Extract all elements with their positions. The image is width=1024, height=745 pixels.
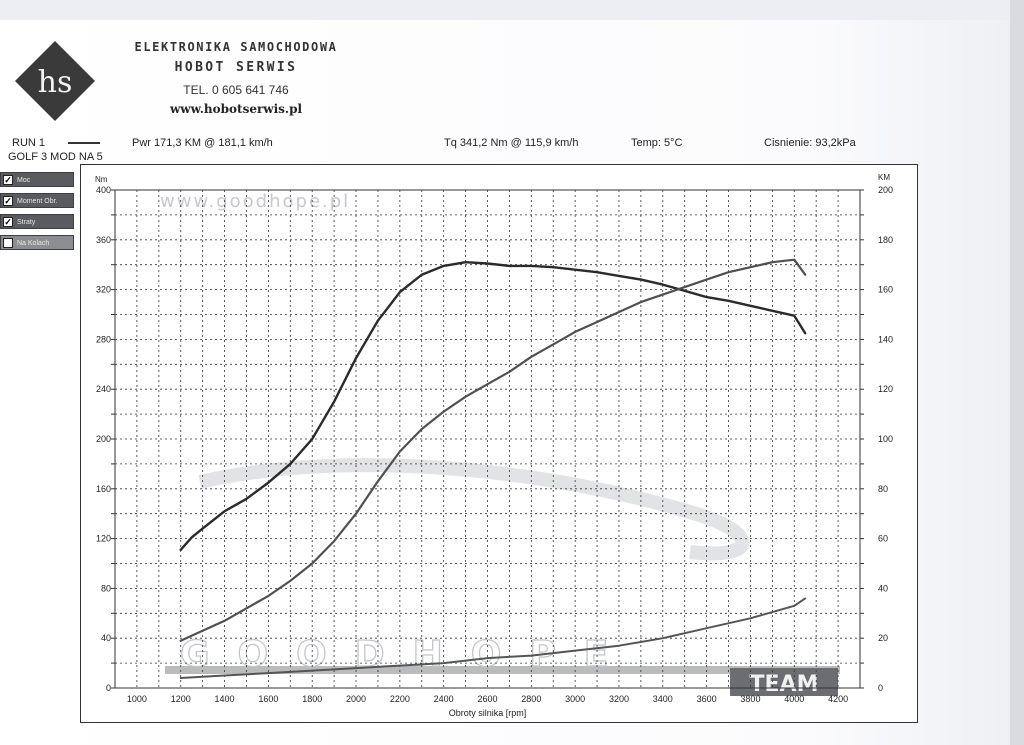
legend-item-moment[interactable]: ✓ Moment Obr. <box>0 193 74 208</box>
legend-item-na-kolach[interactable]: Na Kolach <box>0 235 74 250</box>
series-legend: ✓ Moc ✓ Moment Obr. ✓ Straty Na Kolach <box>0 172 74 256</box>
y-left-tick-label: 120 <box>96 534 111 544</box>
chart-frame <box>80 164 918 723</box>
legend-label-moment: Moment Obr. <box>17 198 58 205</box>
watermark-top-text: www.goodhope.pl <box>160 191 350 212</box>
pressure-readout: Cisnienie: 93,2kPa <box>764 137 856 149</box>
y-right-tick-label: 100 <box>878 434 893 444</box>
legend-item-straty[interactable]: ✓ Straty <box>0 214 74 229</box>
y-left-tick-label: 400 <box>96 185 111 195</box>
x-tick-label: 2200 <box>390 694 410 704</box>
x-tick-label: 1400 <box>215 694 235 704</box>
legend-checkbox-straty[interactable]: ✓ <box>3 217 13 227</box>
x-tick-label: 1200 <box>171 694 191 704</box>
y-right-tick-label: 120 <box>878 384 893 394</box>
legend-item-moc[interactable]: ✓ Moc <box>0 172 74 187</box>
x-tick-label: 4000 <box>784 694 804 704</box>
y-right-tick-label: 20 <box>878 633 888 643</box>
y-left-tick-label: 240 <box>96 384 111 394</box>
chart-series <box>179 258 807 679</box>
legend-checkbox-na-kolach[interactable] <box>3 238 13 248</box>
y-right-tick-label: 40 <box>878 583 888 593</box>
company-name: HOBOT SERWIS <box>174 60 298 75</box>
y-left-tick-label: 200 <box>96 434 111 444</box>
legend-label-na-kolach: Na Kolach <box>17 240 50 247</box>
y-left-tick-label: 320 <box>96 285 111 295</box>
y-right-tick-label: 80 <box>878 484 888 494</box>
watermark-bottom-text: GOODHOPE <box>180 634 636 675</box>
x-tick-label: 1600 <box>258 694 278 704</box>
losses-curve <box>179 597 807 679</box>
y-right-tick-label: 140 <box>878 334 893 344</box>
x-tick-label: 4200 <box>828 694 848 704</box>
x-tick-label: 3200 <box>609 694 629 704</box>
y-right-unit-label: KM <box>878 173 890 182</box>
company-heading: ELEKTRONIKA SAMOCHODOWA <box>134 40 338 54</box>
y-right-tick-label: 0 <box>878 683 883 693</box>
legend-checkbox-moment[interactable]: ✓ <box>3 196 13 206</box>
run-line-sample <box>68 142 100 144</box>
x-tick-label: 3000 <box>565 694 585 704</box>
watermark-bar <box>165 666 840 674</box>
logo-text: hs <box>38 65 73 100</box>
company-phone: TEL. 0 605 641 746 <box>183 83 289 97</box>
x-tick-label: 1800 <box>302 694 322 704</box>
y-left-unit-label: Nm <box>95 175 108 184</box>
torque-curve <box>179 261 807 551</box>
y-left-tick-label: 80 <box>101 583 111 593</box>
watermark-swoosh <box>198 458 750 561</box>
y-left-tick-label: 280 <box>96 334 111 344</box>
x-tick-label: 3800 <box>740 694 760 704</box>
chart-grid <box>114 189 861 689</box>
x-tick-label: 1000 <box>127 694 147 704</box>
x-tick-label: 2800 <box>521 694 541 704</box>
power-curve <box>179 258 807 642</box>
run-label: RUN 1 <box>12 137 46 149</box>
car-label: GOLF 3 MOD NA 5 <box>8 151 103 163</box>
y-right-tick-label: 180 <box>878 235 893 245</box>
x-tick-label: 2400 <box>434 694 454 704</box>
y-left-tick-label: 360 <box>96 235 111 245</box>
y-right-tick-label: 200 <box>878 185 893 195</box>
company-logo: hs <box>15 41 95 121</box>
legend-label-straty: Straty <box>17 219 36 226</box>
power-readout: Pwr 171,3 KM @ 181,1 km/h <box>132 137 273 149</box>
x-tick-label: 2600 <box>477 694 497 704</box>
y-left-tick-label: 160 <box>96 484 111 494</box>
y-right-tick-label: 160 <box>878 285 893 295</box>
scanner-edge <box>1010 0 1024 745</box>
watermark-layer: www.goodhope.pl GOODHOPE TEAM <box>160 191 840 697</box>
company-website: www.hobotserwis.pl <box>169 102 303 116</box>
legend-label-moc: Moc <box>17 177 31 184</box>
y-right-tick-label: 60 <box>878 534 888 544</box>
chart-axes: 1000 1200 1400 1600 1800 2000 2200 2400 2600 2800… <box>95 173 893 718</box>
legend-checkbox-moc[interactable]: ✓ <box>3 175 13 185</box>
scanner-band <box>0 0 1024 20</box>
x-tick-label: 3400 <box>653 694 673 704</box>
temp-readout: Temp: 5°C <box>631 137 683 149</box>
watermark-team-text: TEAM <box>750 672 819 697</box>
x-axis-label: Obroty silnika [rpm] <box>449 708 527 718</box>
x-tick-label: 3600 <box>697 694 717 704</box>
y-left-tick-label: 40 <box>101 633 111 643</box>
y-left-tick-label: 0 <box>106 683 111 693</box>
x-tick-label: 2000 <box>346 694 366 704</box>
watermark-team-box <box>730 668 838 696</box>
torque-readout: Tq 341,2 Nm @ 115,9 km/h <box>444 137 579 149</box>
